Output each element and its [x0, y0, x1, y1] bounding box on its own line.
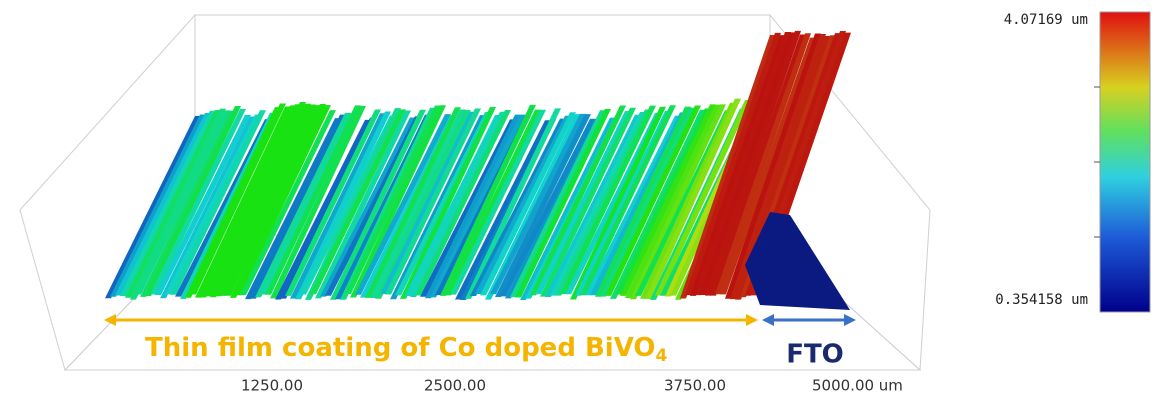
surface-stripe	[430, 114, 526, 298]
surface-stripe	[310, 109, 406, 295]
surface-stripe	[685, 32, 781, 296]
surface-stripe	[530, 105, 626, 296]
surface-stripe	[355, 114, 451, 295]
fto-label: FTO	[786, 340, 844, 370]
surface-stripe	[540, 107, 636, 297]
surface-stripe	[510, 110, 606, 298]
surface-stripe	[595, 106, 691, 297]
surface-stripe	[735, 35, 831, 300]
surface-stripe	[210, 102, 306, 298]
x-tick-label: 3750.00	[664, 377, 726, 395]
surface-stripe	[170, 110, 266, 295]
surface-stripe	[580, 105, 676, 296]
fto-region	[745, 212, 850, 310]
surface-stripe	[200, 105, 296, 298]
surface-stripe	[345, 105, 441, 295]
surface-stripe	[715, 33, 811, 295]
surface-stripe	[155, 114, 251, 295]
surface-stripe	[425, 114, 521, 299]
surface-stripe	[150, 108, 246, 295]
surface-stripe	[700, 32, 796, 296]
surface-stripe	[620, 104, 716, 296]
surface-stripe	[605, 105, 701, 296]
coating-text: Thin film coating of Co doped BiVO	[145, 333, 655, 363]
surface-stripe	[515, 108, 611, 298]
surface-stripe	[500, 118, 596, 297]
surface-stripe	[440, 104, 536, 296]
colorbar-max: 4.07169 um	[1004, 12, 1088, 28]
surface-stripe	[120, 110, 216, 297]
surface-stripe	[645, 98, 741, 299]
surface-stripe	[145, 106, 241, 297]
surface-stripe	[135, 110, 231, 295]
surface-stripe	[370, 109, 466, 298]
surface-stripe	[375, 110, 471, 299]
coating-subscript: 4	[655, 346, 667, 366]
colorbar-min: 0.354158 um	[995, 292, 1088, 308]
surface-stripe	[385, 108, 481, 295]
surface-stripe	[330, 109, 426, 300]
surface-stripe	[285, 109, 381, 296]
surface-stripe	[225, 105, 321, 296]
surface-stripe	[230, 103, 326, 298]
surface-stripe	[195, 106, 291, 298]
fto-arrow	[762, 314, 856, 326]
surface-stripe	[570, 106, 666, 300]
surface-stripe	[215, 103, 311, 297]
surface-stripe	[560, 105, 656, 295]
surface-stripe	[315, 110, 411, 299]
colorbar	[1099, 11, 1151, 313]
surface-stripe	[725, 33, 821, 299]
surface-stripe	[220, 104, 316, 296]
surface-stripe	[295, 111, 391, 300]
surface-stripe	[655, 100, 751, 296]
surface	[105, 30, 851, 300]
surface-stripe	[190, 103, 286, 295]
colorbar-ticks	[1094, 86, 1100, 238]
surface-stripe	[695, 31, 791, 296]
surface-stripe	[465, 108, 561, 299]
surface-stripe	[455, 120, 551, 300]
x-tick-label: 5000.00 um	[812, 377, 903, 395]
surface-stripe	[365, 107, 461, 298]
surface-stripe	[445, 109, 541, 296]
surface-stripe	[490, 113, 586, 295]
surface-stripe	[350, 105, 446, 298]
surface-stripe	[400, 107, 496, 299]
x-tick-label: 1250.00	[241, 377, 303, 395]
surface-stripe	[265, 105, 361, 295]
surface-stripe	[235, 105, 331, 296]
x-tick-label: 2500.00	[424, 377, 486, 395]
surface-stripe	[240, 110, 336, 296]
surface-stripe	[625, 104, 721, 299]
surface-stripe	[450, 109, 546, 295]
surface-stripe	[630, 104, 726, 300]
surface-stripe	[305, 108, 401, 300]
surface-stripe	[125, 110, 221, 298]
surface-stripe	[255, 112, 351, 298]
surface-stripe	[710, 34, 806, 296]
surface-stripe	[270, 105, 366, 299]
surface-stripe	[415, 110, 511, 296]
coating-arrow	[104, 314, 758, 326]
coating-label: Thin film coating of Co doped BiVO4	[145, 333, 667, 367]
surface-stripe	[730, 34, 826, 300]
surface-stripe	[480, 112, 576, 296]
surface-stripe	[130, 108, 226, 300]
surface-stripe	[705, 30, 801, 296]
surface-stripe	[495, 114, 591, 297]
